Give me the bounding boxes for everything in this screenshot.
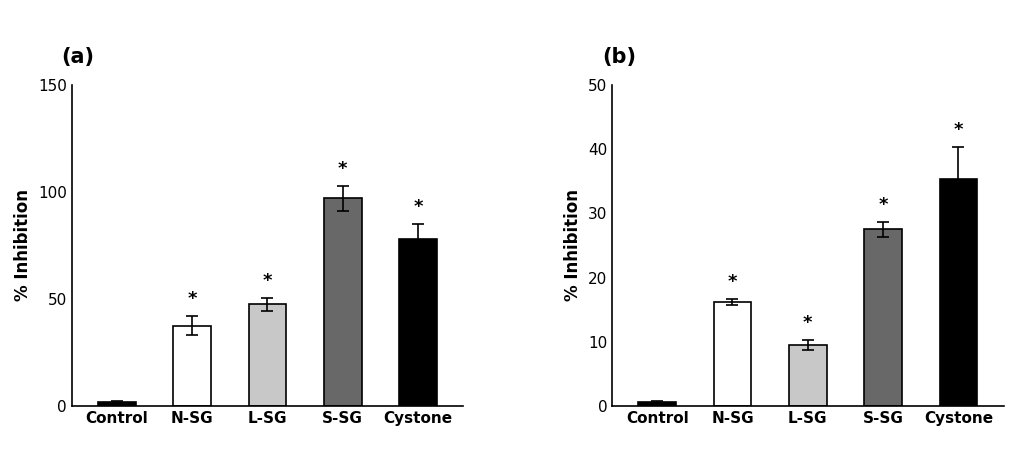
Y-axis label: % Inhibition: % Inhibition — [564, 189, 583, 302]
Y-axis label: % Inhibition: % Inhibition — [14, 189, 33, 302]
Bar — [324, 198, 361, 406]
Text: (a): (a) — [61, 47, 94, 67]
Text: *: * — [879, 196, 888, 214]
Bar — [864, 229, 902, 406]
Text: *: * — [803, 314, 812, 332]
Text: *: * — [338, 160, 347, 177]
Bar — [788, 345, 826, 406]
Text: *: * — [728, 273, 737, 291]
Bar — [714, 302, 752, 406]
Bar — [940, 179, 977, 406]
Bar — [173, 326, 211, 406]
Bar — [249, 304, 287, 406]
Bar — [399, 239, 437, 406]
Text: *: * — [414, 198, 423, 216]
Bar — [638, 402, 676, 406]
Text: (b): (b) — [602, 47, 636, 67]
Bar — [98, 402, 135, 406]
Text: *: * — [953, 121, 964, 139]
Text: *: * — [187, 290, 197, 308]
Text: *: * — [263, 272, 272, 290]
